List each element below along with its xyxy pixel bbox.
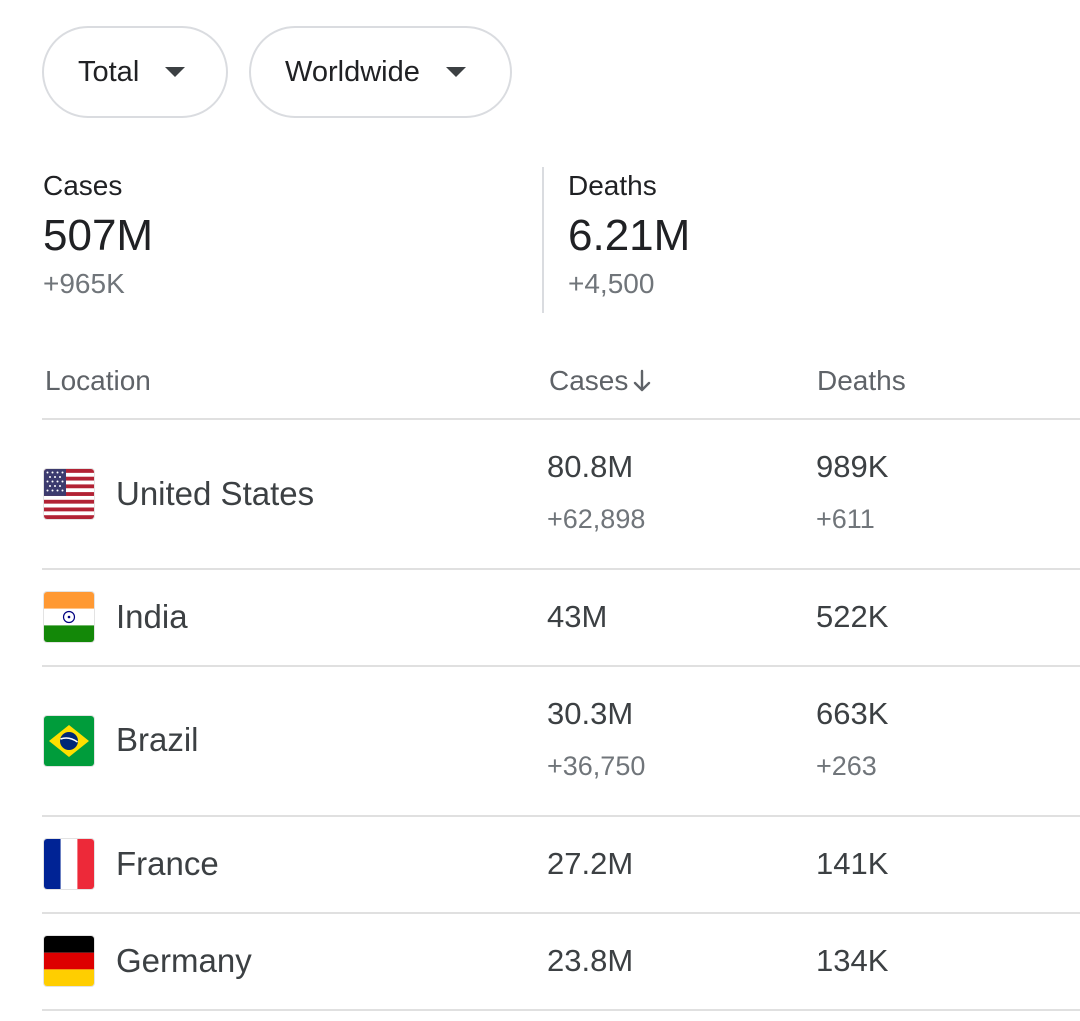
deaths-value: 989K: [816, 449, 889, 484]
cases-value: 43M: [547, 599, 608, 634]
deaths-delta: +263: [816, 751, 877, 781]
caret-down-icon: [165, 67, 186, 77]
column-header-location: Location: [45, 365, 151, 396]
deaths-summary-delta: +4,500: [568, 268, 655, 299]
location-name: Brazil: [116, 721, 199, 758]
deaths-summary: Deaths 6.21M +4,500: [568, 168, 690, 302]
column-header-cases-label: Cases: [549, 365, 629, 396]
cases-summary: Cases 507M +965K: [43, 168, 153, 302]
deaths-summary-label: Deaths: [568, 170, 657, 201]
metric-dropdown-label: Total: [78, 55, 140, 88]
cases-summary-label: Cases: [43, 170, 123, 201]
cases-value: 23.8M: [547, 943, 634, 978]
deaths-value: 522K: [816, 599, 889, 634]
location-name: France: [116, 845, 219, 882]
cases-delta: +62,898: [547, 504, 646, 534]
region-dropdown[interactable]: Worldwide: [249, 26, 512, 118]
cases-value: 27.2M: [547, 846, 634, 881]
column-header-deaths[interactable]: Deaths: [817, 365, 906, 396]
germany-flag-icon: [44, 936, 94, 986]
brazil-flag-icon: [44, 716, 94, 766]
region-dropdown-label: Worldwide: [285, 55, 420, 88]
table-divider: [42, 568, 1080, 570]
table-row[interactable]: Brazil 30.3M +36,750 663K +263: [0, 667, 1080, 815]
cases-value: 80.8M: [547, 449, 634, 484]
cases-delta: +36,750: [547, 751, 646, 781]
table-row[interactable]: Germany 23.8M 134K: [0, 914, 1080, 1009]
arrow-down-icon: [634, 369, 651, 392]
table-row[interactable]: India 43M 522K: [0, 570, 1080, 665]
table-divider: [42, 815, 1080, 817]
deaths-value: 141K: [816, 846, 889, 881]
cases-value: 30.3M: [547, 696, 634, 731]
caret-down-icon: [445, 67, 466, 77]
india-flag-icon: [44, 592, 94, 642]
table-divider: [42, 418, 1080, 420]
deaths-summary-value: 6.21M: [568, 211, 691, 260]
location-name: United States: [116, 475, 315, 512]
table-divider: [42, 912, 1080, 914]
column-header-cases[interactable]: Cases: [549, 360, 652, 402]
location-name: Germany: [116, 942, 252, 979]
cases-summary-delta: +965K: [43, 268, 125, 299]
summary-divider: [542, 167, 544, 313]
table-divider: [42, 665, 1080, 667]
deaths-delta: +611: [816, 504, 875, 534]
deaths-value: 663K: [816, 696, 889, 731]
table-divider: [42, 1009, 1080, 1011]
location-name: India: [116, 598, 188, 635]
table-row[interactable]: France 27.2M 141K: [0, 817, 1080, 912]
deaths-value: 134K: [816, 943, 889, 978]
table-row[interactable]: United States 80.8M +62,898 989K +611: [0, 420, 1080, 568]
cases-summary-value: 507M: [43, 211, 154, 260]
france-flag-icon: [44, 839, 94, 889]
us-flag-icon: [44, 469, 94, 519]
metric-dropdown[interactable]: Total: [42, 26, 228, 118]
